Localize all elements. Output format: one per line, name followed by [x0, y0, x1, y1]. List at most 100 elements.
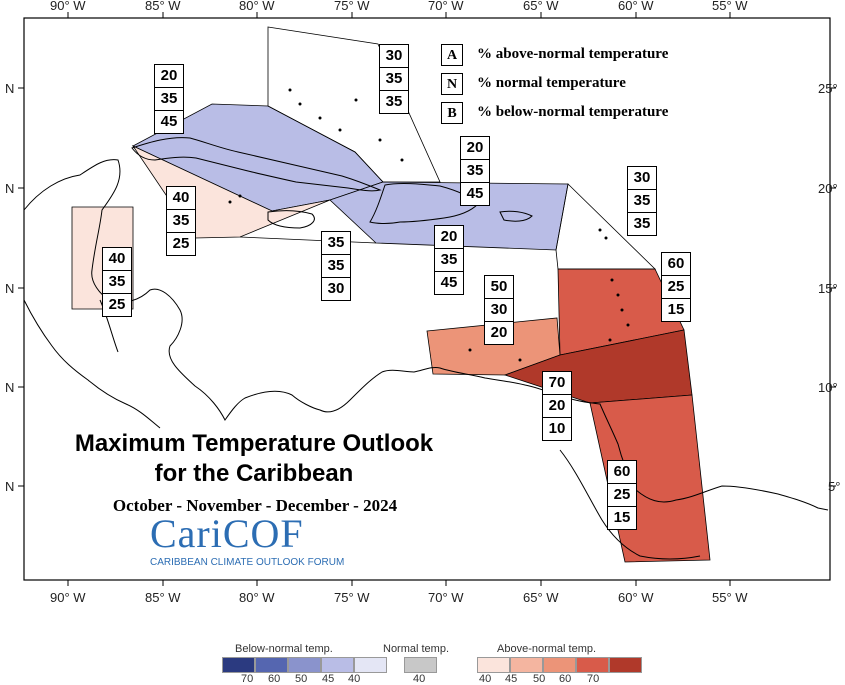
prob-box-bahamas: 30 35 35: [379, 44, 409, 114]
prob-above: 35: [322, 232, 350, 255]
scale-bar-normal: [404, 657, 437, 673]
prob-above: 60: [608, 461, 636, 484]
key-text: % normal temperature: [477, 75, 626, 91]
map-title-line2: for the Caribbean: [154, 460, 354, 487]
key-row-normal: N % normal temperature: [441, 69, 668, 98]
lat-label: N: [5, 281, 14, 296]
scale-title-normal: Normal temp.: [383, 643, 450, 655]
lon-label: 80° W: [239, 590, 275, 605]
scale-tick: 40: [413, 673, 426, 685]
scale-swatch: [255, 657, 288, 673]
prob-box-belize: 40 35 25: [102, 247, 132, 317]
lon-label: 60° W: [618, 0, 654, 13]
key-letter: N: [441, 72, 463, 95]
prob-above: 20: [461, 137, 489, 160]
axis-ticks: [18, 12, 836, 586]
scale-swatch: [354, 657, 387, 673]
prob-normal: 20: [543, 395, 571, 418]
lat-label: 25°: [818, 81, 838, 96]
scale-title-below: Below-normal temp.: [235, 643, 333, 655]
lon-labels-top: 90° W 85° W 80° W 75° W 70° W 65° W 60° …: [50, 0, 748, 13]
region-bahamas: [267, 26, 441, 183]
scale-swatch: [543, 657, 576, 673]
scale-tick: 40: [348, 673, 361, 685]
scale-swatch: [576, 657, 609, 673]
lon-labels-bottom: 90° W 85° W 80° W 75° W 70° W 65° W 60° …: [50, 590, 748, 605]
lat-label: N: [5, 81, 14, 96]
lat-label: 10°: [818, 380, 838, 395]
key-letter: A: [441, 43, 463, 66]
prob-below: 45: [466, 185, 484, 202]
lon-label: 85° W: [145, 590, 181, 605]
lat-labels-right: 25° 20° 15° 10° 5°: [818, 81, 840, 494]
prob-above: 30: [380, 45, 408, 68]
scale-swatch: [609, 657, 642, 673]
prob-normal: 25: [608, 484, 636, 507]
prob-above: 60: [662, 253, 690, 276]
prob-normal: 35: [167, 210, 195, 233]
lon-label: 85° W: [145, 0, 181, 13]
prob-below: 45: [160, 113, 178, 130]
prob-below: 10: [548, 420, 566, 437]
prob-below: 25: [172, 235, 190, 252]
lon-label: 70° W: [428, 0, 464, 13]
region-jamaica-line: [239, 236, 377, 244]
prob-below: 20: [490, 324, 508, 341]
caricof-logo-subtitle: CARIBBEAN CLIMATE OUTLOOK FORUM: [150, 557, 345, 568]
lon-label: 60° W: [618, 590, 654, 605]
prob-above: 20: [155, 65, 183, 88]
map-title-line1: Maximum Temperature Outlook: [74, 430, 434, 457]
scale-tick: 60: [559, 673, 572, 685]
scale-bar-above: [477, 657, 642, 673]
scale-swatch: [404, 657, 437, 673]
prob-above: 50: [485, 276, 513, 299]
scale-tick: 50: [295, 673, 308, 685]
lon-label: 75° W: [334, 0, 370, 13]
map-period: October - November - December - 2024: [112, 496, 398, 515]
scale-bar-below: [222, 657, 387, 673]
prob-normal: 35: [628, 190, 656, 213]
key-row-below: B % below-normal temperature: [441, 98, 668, 127]
prob-box-windward: 60 25 15: [661, 252, 691, 322]
lon-label: 80° W: [239, 0, 275, 13]
scale-tick: 40: [479, 673, 492, 685]
prob-box-cayman: 40 35 25: [166, 186, 196, 256]
prob-box-trinidad: 70 20 10: [542, 371, 572, 441]
scale-swatch: [222, 657, 255, 673]
prob-above: 20: [435, 226, 463, 249]
prob-below: 45: [440, 274, 458, 291]
region-leeward: [555, 183, 656, 270]
prob-normal: 25: [662, 276, 690, 299]
prob-normal: 30: [485, 299, 513, 322]
lon-label: 75° W: [334, 590, 370, 605]
prob-below: 25: [108, 296, 126, 313]
lat-label: 20°: [818, 181, 838, 196]
prob-normal: 35: [380, 68, 408, 91]
lat-label: N: [5, 380, 14, 395]
prob-box-abc: 50 30 20: [484, 275, 514, 345]
scale-swatch: [477, 657, 510, 673]
prob-below: 15: [613, 509, 631, 526]
probability-key: A % above-normal temperature N % normal …: [441, 40, 668, 127]
scale-tick: 45: [322, 673, 335, 685]
prob-above: 40: [103, 248, 131, 271]
lon-label: 90° W: [50, 590, 86, 605]
lon-label: 65° W: [523, 0, 559, 13]
lon-label: 70° W: [428, 590, 464, 605]
prob-below: 15: [667, 301, 685, 318]
prob-normal: 35: [103, 271, 131, 294]
prob-box-jamaica: 35 35 30: [321, 231, 351, 301]
caricof-logo: CariCOF: [150, 511, 304, 556]
lon-label: 55° W: [712, 590, 748, 605]
scale-tick: 45: [505, 673, 518, 685]
scale-swatch: [321, 657, 354, 673]
lon-label: 55° W: [712, 0, 748, 13]
prob-above: 70: [543, 372, 571, 395]
prob-box-puerto-rico: 20 35 45: [434, 225, 464, 295]
scale-tick: 60: [268, 673, 281, 685]
prob-above: 30: [628, 167, 656, 190]
lat-label: 15°: [818, 281, 838, 296]
prob-below: 35: [633, 215, 651, 232]
scale-title-above: Above-normal temp.: [497, 643, 597, 655]
prob-normal: 35: [322, 255, 350, 278]
